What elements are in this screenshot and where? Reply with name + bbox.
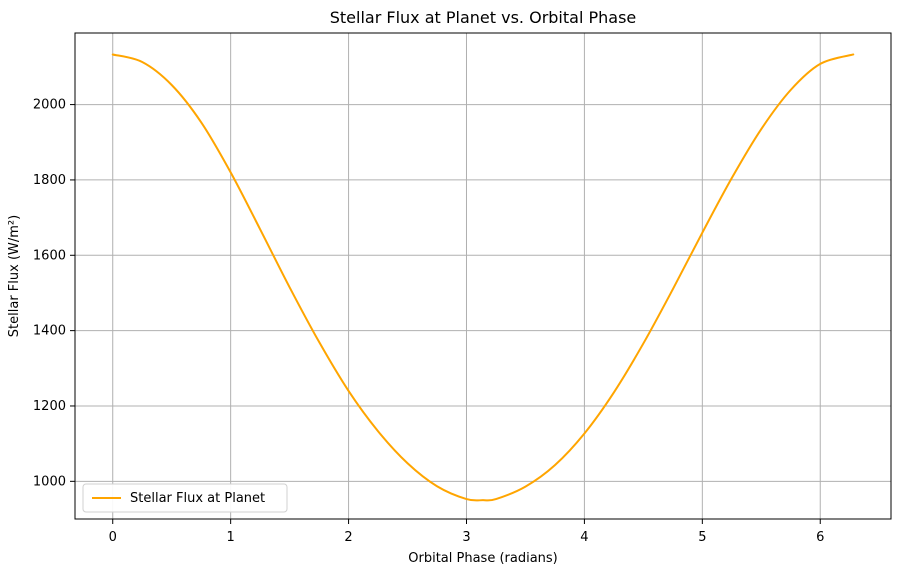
x-tick-label: 2	[344, 530, 352, 545]
x-tick-label: 0	[109, 530, 117, 545]
x-tick-label: 6	[816, 530, 824, 545]
grid-layer	[75, 33, 891, 519]
chart-title: Stellar Flux at Planet vs. Orbital Phase	[330, 8, 637, 27]
series-layer	[111, 53, 855, 502]
legend-label-stellar-flux: Stellar Flux at Planet	[130, 491, 265, 506]
legend-box	[82, 483, 288, 513]
legend: Stellar Flux at Planet	[82, 483, 288, 513]
y-tick-label: 1000	[33, 474, 66, 489]
y-tick-label: 2000	[33, 98, 66, 113]
x-tick-label: 4	[580, 530, 588, 545]
tick-layer: 0 1 2 3 4 5 6 1000 1200 1400 1600 1800 2000	[33, 98, 824, 545]
y-axis-label: Stellar Flux (W/m²)	[7, 215, 22, 337]
y-tick-label: 1600	[33, 248, 66, 263]
y-tick-label: 1800	[33, 173, 66, 188]
y-tick-label: 1200	[33, 399, 66, 414]
plot-area-frame	[74, 32, 892, 520]
x-axis-label: Orbital Phase (radians)	[408, 551, 558, 566]
x-tick-label: 3	[462, 530, 470, 545]
y-tick-label: 1400	[33, 324, 66, 339]
x-tick-label: 5	[698, 530, 706, 545]
series-line-stellar-flux	[111, 53, 855, 502]
x-tick-label: 1	[227, 530, 235, 545]
